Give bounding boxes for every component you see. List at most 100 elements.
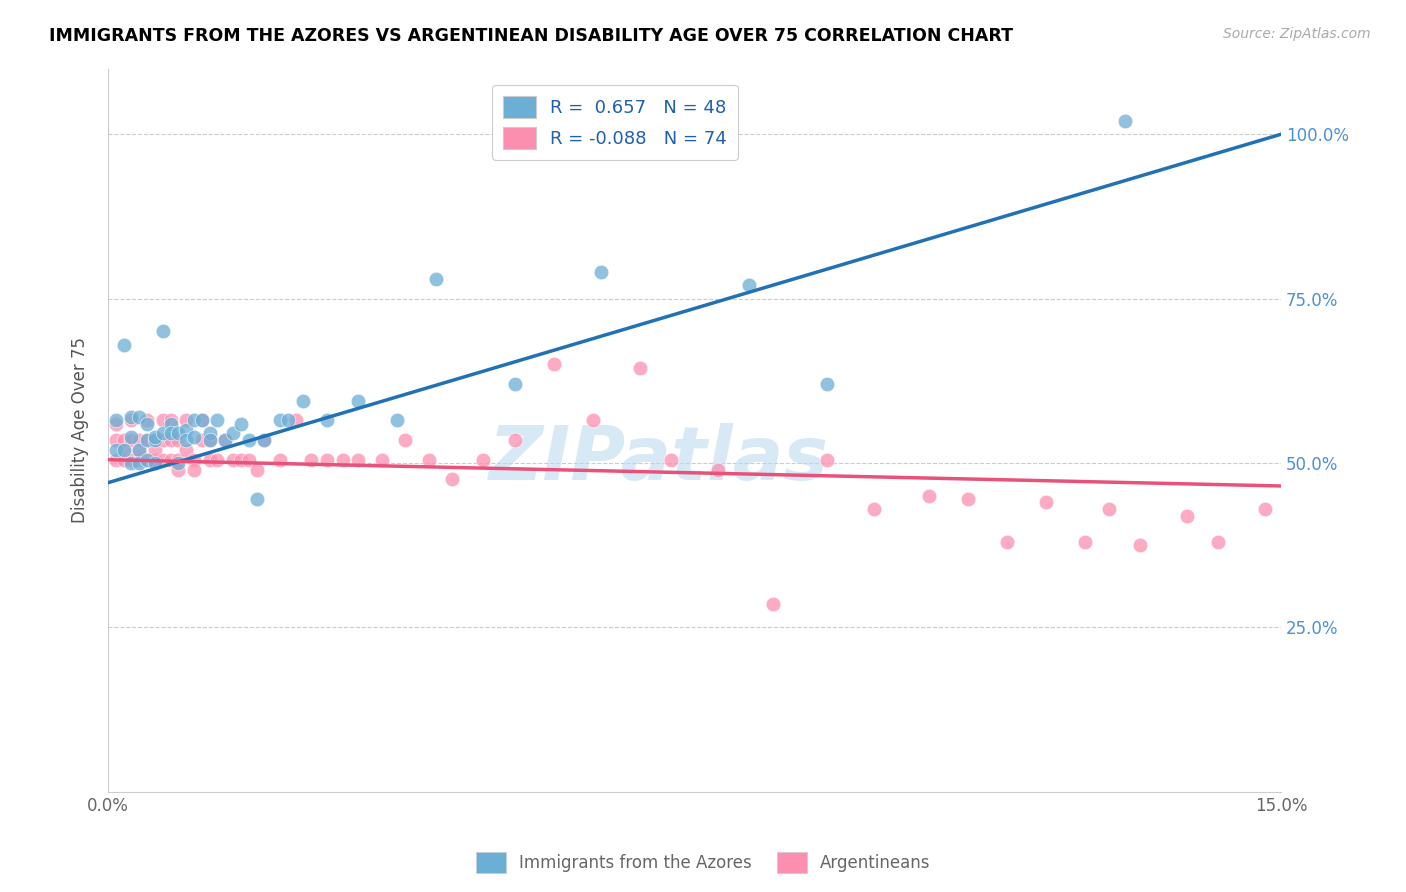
Point xyxy=(128,452,150,467)
Point xyxy=(957,492,980,507)
Point xyxy=(120,409,142,424)
Point xyxy=(347,393,370,408)
Point xyxy=(918,489,941,503)
Point xyxy=(1208,534,1230,549)
Point xyxy=(762,597,785,611)
Point xyxy=(128,442,150,457)
Point xyxy=(472,452,495,467)
Point xyxy=(582,413,605,427)
Point xyxy=(370,452,392,467)
Y-axis label: Disability Age Over 75: Disability Age Over 75 xyxy=(72,337,89,523)
Point xyxy=(174,413,197,427)
Point xyxy=(332,452,354,467)
Point xyxy=(120,433,142,447)
Point xyxy=(292,393,315,408)
Point xyxy=(159,417,181,431)
Point xyxy=(143,433,166,447)
Point xyxy=(316,452,339,467)
Point xyxy=(277,413,299,427)
Point xyxy=(1074,534,1097,549)
Point xyxy=(284,413,307,427)
Point xyxy=(1254,502,1277,516)
Point xyxy=(167,433,190,447)
Point xyxy=(104,413,127,427)
Point xyxy=(128,442,150,457)
Point xyxy=(152,426,174,441)
Point xyxy=(253,433,276,447)
Point xyxy=(104,433,127,447)
Point xyxy=(995,534,1018,549)
Point xyxy=(112,337,135,351)
Point xyxy=(167,456,190,470)
Point xyxy=(316,413,339,427)
Point xyxy=(128,409,150,424)
Point xyxy=(136,413,159,427)
Point xyxy=(245,462,267,476)
Point xyxy=(1175,508,1198,523)
Point xyxy=(198,452,221,467)
Point xyxy=(238,452,260,467)
Point xyxy=(159,452,181,467)
Point xyxy=(143,430,166,444)
Point xyxy=(1129,538,1152,552)
Point xyxy=(198,433,221,447)
Point xyxy=(222,426,245,441)
Point xyxy=(183,452,205,467)
Point xyxy=(347,452,370,467)
Point xyxy=(815,377,838,392)
Point xyxy=(418,452,440,467)
Point xyxy=(136,452,159,467)
Point xyxy=(1114,114,1136,128)
Point xyxy=(174,423,197,437)
Point xyxy=(589,265,612,279)
Point xyxy=(229,452,252,467)
Point xyxy=(143,433,166,447)
Point xyxy=(191,433,214,447)
Point xyxy=(120,456,142,470)
Point xyxy=(503,433,526,447)
Point xyxy=(143,452,166,467)
Point xyxy=(136,433,159,447)
Legend: R =  0.657   N = 48, R = -0.088   N = 74: R = 0.657 N = 48, R = -0.088 N = 74 xyxy=(492,85,738,160)
Point xyxy=(738,278,761,293)
Point xyxy=(815,452,838,467)
Point xyxy=(112,442,135,457)
Point xyxy=(112,442,135,457)
Point xyxy=(191,413,214,427)
Point xyxy=(543,357,565,371)
Point xyxy=(159,426,181,441)
Point xyxy=(238,433,260,447)
Point xyxy=(120,430,142,444)
Point xyxy=(269,452,291,467)
Point xyxy=(120,452,142,467)
Point xyxy=(1333,541,1355,556)
Point xyxy=(136,452,159,467)
Point xyxy=(174,433,197,447)
Point xyxy=(707,462,730,476)
Point xyxy=(503,377,526,392)
Point xyxy=(120,413,142,427)
Point xyxy=(1035,495,1057,509)
Point xyxy=(441,472,464,486)
Point xyxy=(136,417,159,431)
Point xyxy=(152,452,174,467)
Point xyxy=(128,433,150,447)
Point xyxy=(152,433,174,447)
Point xyxy=(104,452,127,467)
Point xyxy=(152,413,174,427)
Point xyxy=(394,433,416,447)
Point xyxy=(863,502,886,516)
Point xyxy=(222,452,245,467)
Point xyxy=(198,426,221,441)
Point xyxy=(128,456,150,470)
Point xyxy=(167,452,190,467)
Legend: Immigrants from the Azores, Argentineans: Immigrants from the Azores, Argentineans xyxy=(468,846,938,880)
Text: IMMIGRANTS FROM THE AZORES VS ARGENTINEAN DISABILITY AGE OVER 75 CORRELATION CHA: IMMIGRANTS FROM THE AZORES VS ARGENTINEA… xyxy=(49,27,1014,45)
Point xyxy=(214,433,236,447)
Point xyxy=(183,462,205,476)
Point xyxy=(229,417,252,431)
Point xyxy=(152,325,174,339)
Point xyxy=(183,413,205,427)
Point xyxy=(207,452,229,467)
Point xyxy=(1098,502,1121,516)
